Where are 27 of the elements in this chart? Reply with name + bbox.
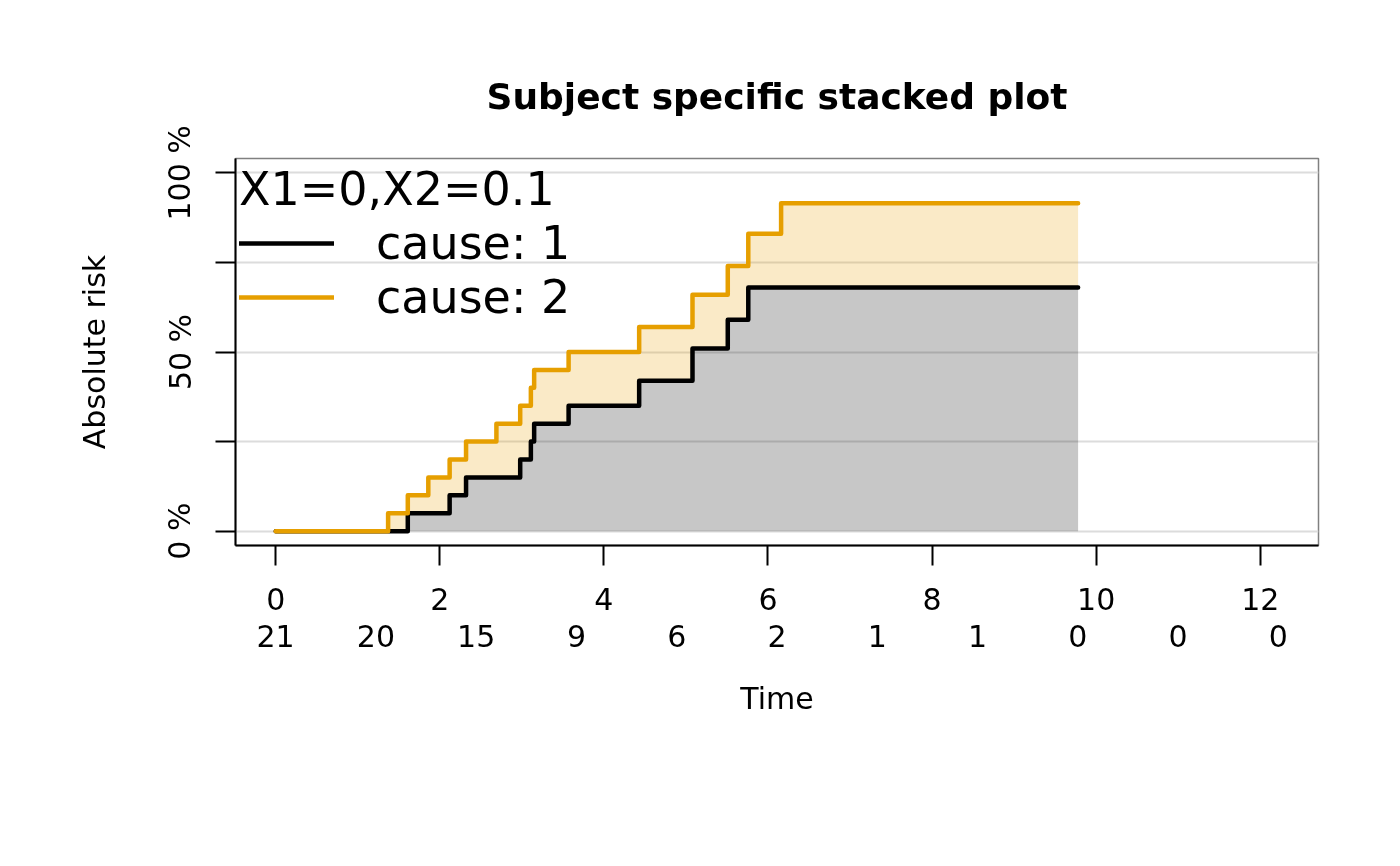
legend-label: cause: 1	[376, 216, 571, 270]
y-tick-label: 50 %	[162, 313, 198, 391]
x-tick-label: 2	[430, 581, 450, 617]
text: 0	[1168, 618, 1188, 654]
y-axis-title: Absolute risk	[76, 254, 112, 450]
legend-label: cause: 2	[376, 270, 571, 324]
chart-title: Subject specific stacked plot	[486, 75, 1068, 117]
text: 1	[867, 618, 887, 654]
text: 1	[968, 618, 988, 654]
x-tick-label: 4	[594, 581, 614, 617]
y-tick-label: 0 %	[162, 502, 198, 560]
text: 6	[667, 618, 687, 654]
text: 0	[1068, 618, 1088, 654]
text: 0	[1268, 618, 1288, 654]
text: 9	[566, 618, 586, 654]
x-tick-label: 8	[922, 581, 942, 617]
text: 15	[457, 618, 496, 654]
x-tick-label: 0	[266, 581, 286, 617]
legend-title: X1=0,X2=0.1	[239, 162, 556, 216]
x-tick-label: 10	[1077, 581, 1116, 617]
text: 20	[356, 618, 395, 654]
x-tick-label: 6	[758, 581, 778, 617]
x-axis-title: Time	[739, 680, 814, 716]
y-tick-label: 100 %	[162, 125, 198, 221]
text: 21	[256, 618, 295, 654]
text: 2	[767, 618, 787, 654]
x-tick-label: 12	[1241, 581, 1280, 617]
